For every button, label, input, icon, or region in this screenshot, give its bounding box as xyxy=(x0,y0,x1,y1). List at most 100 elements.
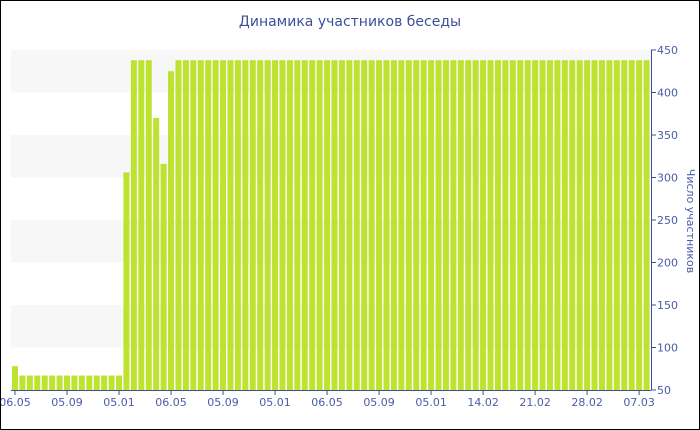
x-tick-label: 21.02 xyxy=(519,396,551,409)
bar xyxy=(428,60,435,390)
bar xyxy=(539,60,546,390)
bar xyxy=(301,60,308,390)
bar xyxy=(569,60,576,390)
x-tick-label: 05.01 xyxy=(259,396,291,409)
bar xyxy=(532,60,539,390)
bar xyxy=(49,375,56,390)
x-tick-label: 05.09 xyxy=(207,396,239,409)
y-tick-label: 400 xyxy=(657,87,678,100)
bar xyxy=(598,60,605,390)
bar xyxy=(457,60,464,390)
x-tick-label: 14.02 xyxy=(467,396,499,409)
bar xyxy=(509,60,516,390)
bar xyxy=(190,60,197,390)
bar xyxy=(480,60,487,390)
bar xyxy=(346,60,353,390)
bar xyxy=(249,60,256,390)
bar xyxy=(279,60,286,390)
bar xyxy=(227,60,234,390)
bar xyxy=(116,375,123,390)
bar xyxy=(138,60,145,390)
bar xyxy=(517,60,524,390)
y-tick-label: 300 xyxy=(657,172,678,185)
y-axis-label: Число участников xyxy=(684,169,697,273)
bar xyxy=(435,60,442,390)
bar xyxy=(12,366,18,390)
bar xyxy=(502,60,509,390)
bar xyxy=(145,60,152,390)
bar xyxy=(294,60,301,390)
bar xyxy=(101,375,108,390)
bar xyxy=(606,60,613,390)
y-tick-label: 150 xyxy=(657,299,678,312)
x-tick-label: 05.01 xyxy=(415,396,447,409)
bar xyxy=(220,60,227,390)
bar xyxy=(64,375,71,390)
x-tick-label: 06.05 xyxy=(1,396,31,409)
bar xyxy=(197,60,204,390)
x-tick-label: 28.02 xyxy=(571,396,603,409)
bar xyxy=(168,71,175,390)
bar xyxy=(153,118,160,390)
bar xyxy=(108,375,115,390)
bar xyxy=(78,375,85,390)
bar xyxy=(264,60,271,390)
bar xyxy=(554,60,561,390)
bar xyxy=(71,375,78,390)
bar xyxy=(413,60,420,390)
bar xyxy=(420,60,427,390)
bar xyxy=(331,60,338,390)
bar xyxy=(613,60,620,390)
bar xyxy=(628,60,635,390)
bar xyxy=(390,60,397,390)
bar xyxy=(636,60,643,390)
bar xyxy=(472,60,479,390)
bar xyxy=(34,375,41,390)
bar xyxy=(123,172,130,390)
bar xyxy=(86,375,93,390)
bar xyxy=(160,163,167,390)
bar xyxy=(383,60,390,390)
bar xyxy=(182,60,189,390)
bar xyxy=(41,375,48,390)
bar xyxy=(398,60,405,390)
bar xyxy=(56,375,63,390)
bar xyxy=(316,60,323,390)
bar xyxy=(19,375,26,390)
bar xyxy=(591,60,598,390)
bar xyxy=(309,60,316,390)
bar xyxy=(212,60,219,390)
x-tick-label: 06.05 xyxy=(155,396,187,409)
bar xyxy=(242,60,249,390)
bar xyxy=(26,375,33,390)
bar xyxy=(353,60,360,390)
bar xyxy=(405,60,412,390)
y-axis: 50 100 150 200 250 300 350 400 450 xyxy=(651,44,678,397)
x-tick-label: 05.09 xyxy=(51,396,83,409)
bar xyxy=(272,60,279,390)
bar xyxy=(584,60,591,390)
bar xyxy=(442,60,449,390)
y-tick-label: 50 xyxy=(657,384,671,397)
bar xyxy=(234,60,241,390)
chart-title: Динамика участников беседы xyxy=(238,14,462,30)
bar xyxy=(361,60,368,390)
y-tick-label: 100 xyxy=(657,342,678,355)
x-tick-label: 05.01 xyxy=(103,396,135,409)
bar xyxy=(324,60,331,390)
x-tick-label: 06.05 xyxy=(311,396,343,409)
bar xyxy=(257,60,264,390)
bar xyxy=(175,60,182,390)
y-tick-label: 200 xyxy=(657,257,678,270)
bar xyxy=(524,60,531,390)
bar xyxy=(643,60,650,390)
y-tick-label: 450 xyxy=(657,44,678,57)
bar xyxy=(494,60,501,390)
bar xyxy=(561,60,568,390)
bar xyxy=(546,60,553,390)
bar xyxy=(368,60,375,390)
bars xyxy=(12,60,650,390)
bar xyxy=(450,60,457,390)
